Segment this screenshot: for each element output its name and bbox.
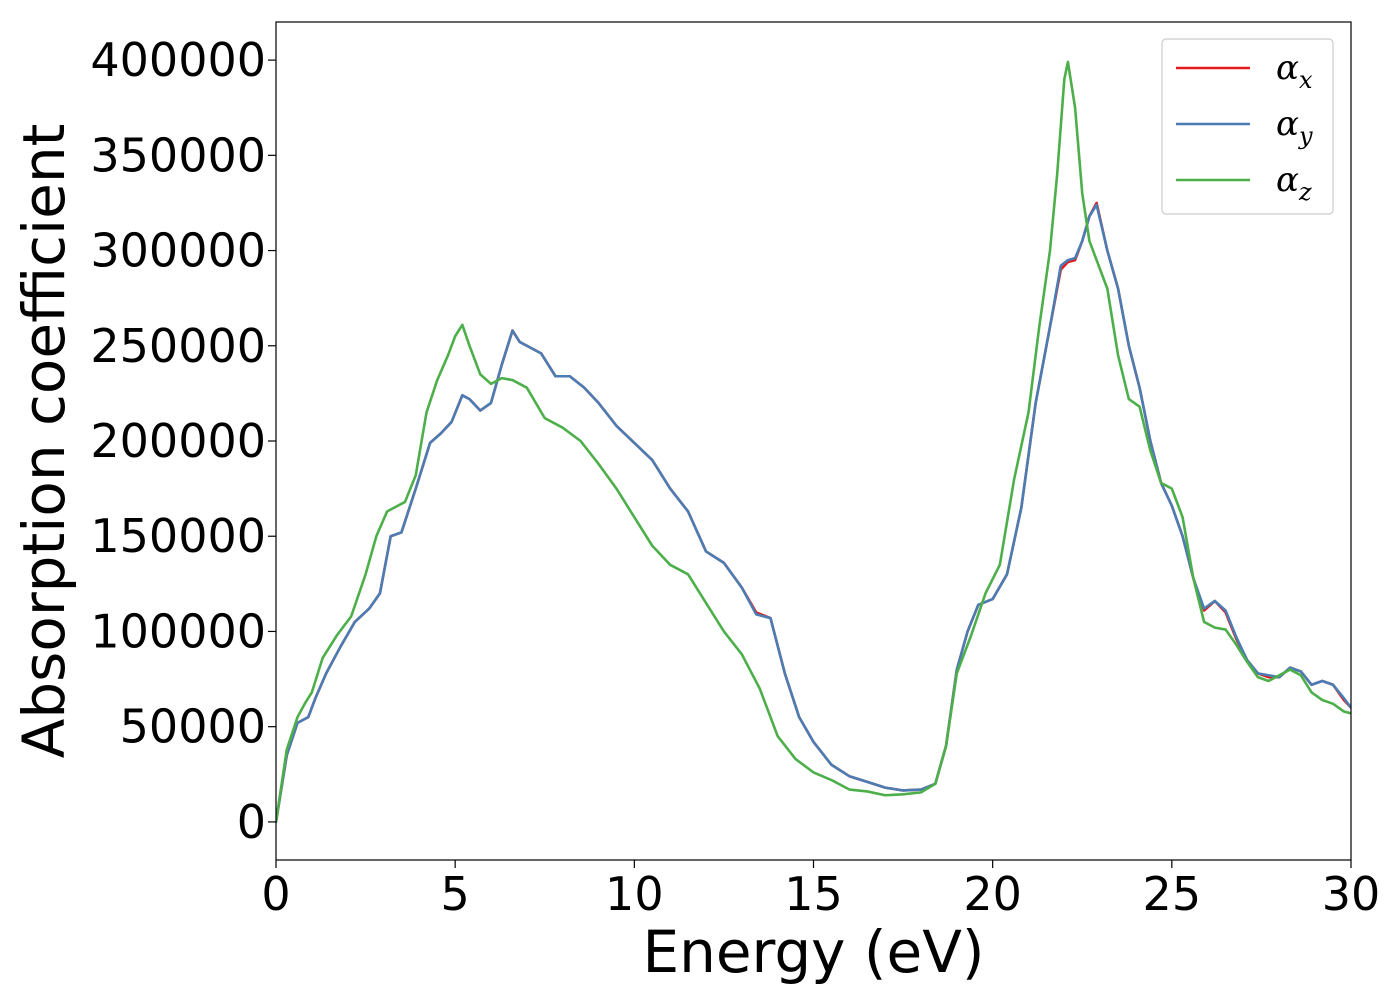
y-tick-label: 300000 bbox=[90, 224, 266, 278]
y-tick-label: 400000 bbox=[90, 33, 266, 87]
y-axis-title: Absorption coefficient bbox=[10, 124, 78, 759]
x-tick-label: 30 bbox=[1322, 867, 1381, 921]
x-tick-label: 20 bbox=[963, 867, 1022, 921]
x-tick-label: 15 bbox=[784, 867, 843, 921]
series-line-z bbox=[276, 60, 1351, 824]
x-tick-label: 0 bbox=[261, 867, 290, 921]
y-tick-label: 150000 bbox=[90, 509, 266, 563]
y-axis: 0 50000 100000 150000 200000 250000 300000 3500… bbox=[90, 33, 276, 849]
series-line-y bbox=[276, 203, 1351, 824]
series-line-x bbox=[276, 201, 1351, 824]
x-tick-label: 10 bbox=[605, 867, 664, 921]
y-tick-label: 200000 bbox=[90, 414, 266, 468]
y-tick-label: 350000 bbox=[90, 128, 266, 182]
y-tick-label: 50000 bbox=[120, 700, 266, 754]
x-tick-label: 25 bbox=[1143, 867, 1202, 921]
series-layer bbox=[276, 60, 1351, 824]
y-tick-label: 250000 bbox=[90, 319, 266, 373]
x-axis: 0 5 10 15 20 25 30 bbox=[261, 860, 1380, 921]
legend-box bbox=[1161, 38, 1334, 215]
y-tick-label: 100000 bbox=[90, 604, 266, 658]
y-tick-label: 0 bbox=[237, 795, 266, 849]
x-axis-title: Energy (eV) bbox=[642, 918, 984, 986]
x-tick-label: 5 bbox=[441, 867, 470, 921]
